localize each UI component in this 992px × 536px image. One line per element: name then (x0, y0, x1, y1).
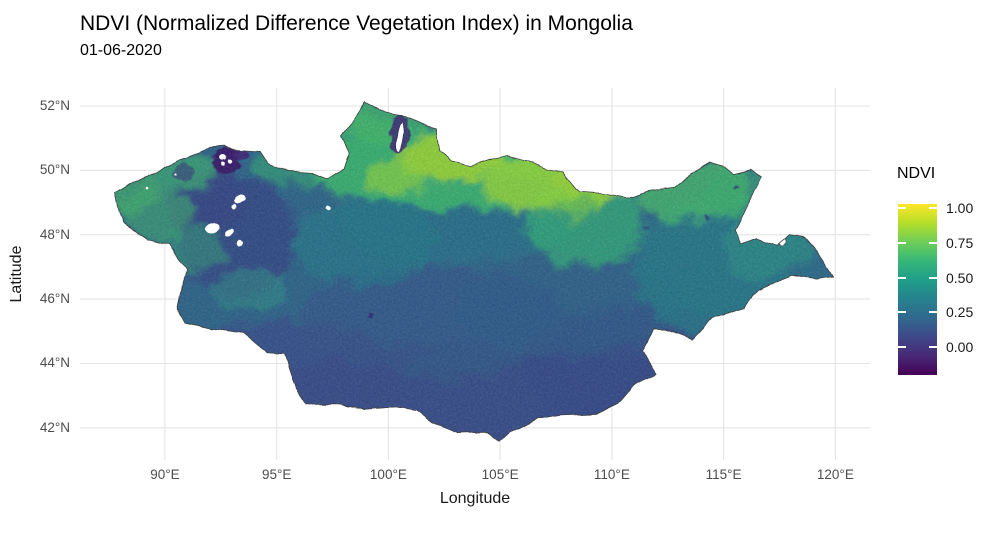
legend-colorbar (898, 204, 937, 375)
chart-title: NDVI (Normalized Difference Vegetation I… (80, 12, 633, 35)
ndvi-patch-lake-13 (173, 173, 177, 177)
ndvi-patch-lake-6 (232, 203, 237, 209)
legend-tick-mark (898, 276, 906, 279)
legend-label: 0.75 (946, 234, 974, 251)
y-tick-label: 44°N (39, 355, 70, 371)
ndvi-patch-lake-10 (326, 205, 332, 210)
legend-tick-mark (898, 241, 906, 244)
x-tick-label: 100°E (369, 467, 407, 482)
raster-noise-light (114, 102, 834, 441)
map-panel (80, 88, 870, 460)
ndvi-patch-lake-2 (220, 154, 227, 160)
legend-tick-mark (929, 241, 937, 244)
mongolia-border (114, 101, 834, 442)
legend-tick-mark (929, 276, 937, 279)
legend-tick-mark (898, 311, 906, 314)
legend-tick-mark (898, 207, 906, 210)
legend-label: 0.50 (946, 269, 974, 286)
legend-tick-mark (898, 346, 906, 349)
x-tick-label: 95°E (261, 467, 292, 482)
legend-title: NDVI (897, 165, 936, 182)
ndvi-patch-lake-7 (206, 222, 220, 234)
ndvi-patch-lake-4 (221, 162, 225, 166)
ndvi-patch-lake-12 (145, 186, 149, 190)
legend-tick-mark (929, 311, 937, 314)
x-tick-label: 105°E (481, 467, 519, 482)
chart-subtitle: 01-06-2020 (80, 42, 162, 59)
ndvi-patch-lake-5 (233, 195, 246, 204)
y-tick-label: 50°N (39, 162, 70, 178)
legend-label: 0.00 (946, 339, 974, 356)
ndvi-patch-lake-9 (236, 239, 243, 247)
legend-tick-mark (929, 346, 937, 349)
x-tick-label: 90°E (150, 467, 180, 482)
legend-tick-mark (929, 207, 937, 210)
legend-label: 0.25 (946, 304, 974, 321)
y-tick-label: 48°N (39, 226, 70, 242)
x-tick-label: 110°E (593, 467, 630, 482)
x-tick-label: 120°E (816, 467, 854, 482)
x-tick-label: 115°E (705, 467, 742, 482)
ndvi-patch-lake-1 (396, 122, 405, 153)
ndvi-patch-lake-3 (228, 159, 234, 164)
legend-label: 1.00 (946, 200, 974, 217)
y-tick-label: 46°N (39, 291, 70, 307)
y-tick-label: 42°N (39, 419, 70, 435)
y-axis-title: Latitude (8, 245, 25, 303)
ndvi-patch-lake-8 (225, 229, 234, 237)
mongolia-map (114, 101, 834, 442)
x-axis-title: Longitude (439, 490, 511, 507)
y-tick-label: 52°N (39, 98, 70, 114)
